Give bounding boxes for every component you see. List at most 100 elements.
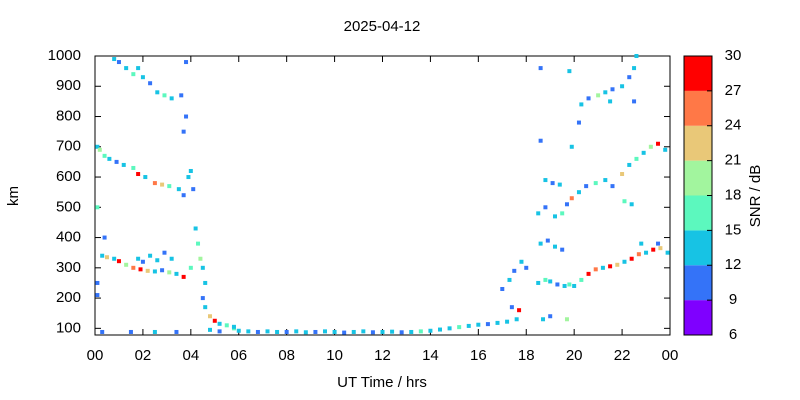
echo-point xyxy=(95,205,100,210)
echo-point xyxy=(152,269,157,274)
y-tick-label: 200 xyxy=(56,289,81,306)
echo-point xyxy=(124,262,129,267)
echo-point xyxy=(124,66,129,71)
x-tick-label: 08 xyxy=(278,347,295,364)
colorbar-tick-label: 21 xyxy=(725,152,742,169)
echo-point xyxy=(112,57,117,62)
colorbar-tick-label: 18 xyxy=(725,186,742,203)
x-tick-label: 00 xyxy=(87,347,104,364)
echo-point xyxy=(550,181,555,186)
x-tick-label: 02 xyxy=(135,347,152,364)
y-tick-label: 1000 xyxy=(48,47,81,64)
echo-point xyxy=(265,329,270,334)
echo-point xyxy=(114,159,119,164)
echo-point xyxy=(323,329,327,334)
colorbar-tick-label: 27 xyxy=(725,82,742,99)
echo-point xyxy=(136,256,141,261)
echo-point xyxy=(517,308,522,313)
y-tick-label: 700 xyxy=(56,138,81,155)
echo-point xyxy=(648,144,653,149)
echo-point xyxy=(665,250,670,255)
echo-point xyxy=(131,265,136,270)
echo-point xyxy=(160,182,165,187)
y-tick-label: 100 xyxy=(56,319,81,336)
echo-point xyxy=(656,141,661,146)
colorbar-segment xyxy=(684,125,712,161)
echo-point xyxy=(514,317,519,322)
echo-point xyxy=(148,81,153,86)
echo-point xyxy=(203,280,208,285)
echo-point xyxy=(507,277,512,282)
echo-point xyxy=(155,90,160,95)
echo-point xyxy=(548,279,553,284)
x-tick-label: 10 xyxy=(326,347,343,364)
echo-point xyxy=(438,327,442,332)
echo-point xyxy=(217,329,222,334)
echo-point xyxy=(332,329,337,334)
echo-point xyxy=(457,325,462,330)
echo-point xyxy=(152,329,157,334)
colorbar-segment xyxy=(684,90,712,126)
echo-point xyxy=(246,329,251,334)
echo-point xyxy=(610,87,615,92)
echo-point xyxy=(428,328,433,333)
echo-point xyxy=(538,66,543,71)
echo-point xyxy=(567,69,572,74)
echo-point xyxy=(140,259,145,264)
chart-title: 2025-04-12 xyxy=(344,18,421,35)
echo-point xyxy=(543,277,548,282)
colorbar-tick-label: 6 xyxy=(729,326,737,343)
echo-point xyxy=(116,259,121,264)
echo-point xyxy=(145,268,150,273)
colorbar-label: SNR / dB xyxy=(747,165,764,228)
echo-point xyxy=(641,150,646,155)
echo-point xyxy=(181,193,186,198)
echo-point xyxy=(169,96,174,101)
echo-point xyxy=(615,262,620,267)
echo-point xyxy=(579,102,584,107)
x-axis-label: UT Time / hrs xyxy=(337,374,427,391)
echo-point xyxy=(555,282,560,287)
echo-point xyxy=(152,181,157,186)
colorbar-tick-label: 12 xyxy=(725,256,742,273)
echo-point xyxy=(632,66,637,71)
echo-point xyxy=(181,274,186,279)
echo-point xyxy=(610,184,615,189)
echo-point xyxy=(390,329,395,334)
echo-point xyxy=(505,319,510,324)
echo-point xyxy=(97,147,102,152)
y-tick-label: 300 xyxy=(56,259,81,276)
echo-point xyxy=(176,187,181,192)
echo-point xyxy=(104,255,109,260)
echo-point xyxy=(509,305,514,310)
echo-point xyxy=(543,205,548,210)
echo-point xyxy=(634,54,639,58)
echo-point xyxy=(622,199,627,204)
echo-point xyxy=(148,253,153,258)
echo-point xyxy=(208,314,212,319)
colorbar-segment xyxy=(684,230,712,266)
echo-point xyxy=(313,329,318,334)
echo-point xyxy=(603,178,608,183)
echo-point xyxy=(160,268,165,273)
echo-point xyxy=(632,99,637,104)
echo-point xyxy=(596,93,601,98)
echo-point xyxy=(181,129,186,134)
echo-point xyxy=(636,252,641,257)
echo-point xyxy=(541,317,546,322)
echo-point xyxy=(174,271,179,276)
echo-point xyxy=(303,330,308,335)
echo-point xyxy=(466,323,471,328)
echo-point xyxy=(342,330,347,335)
echo-point xyxy=(500,287,505,292)
x-tick-label: 22 xyxy=(614,347,631,364)
echo-point xyxy=(608,264,613,269)
echo-point xyxy=(524,265,529,270)
colorbar-segment xyxy=(684,195,712,231)
echo-point xyxy=(200,296,205,301)
echo-point xyxy=(284,329,289,334)
echo-point xyxy=(418,329,423,334)
echo-point xyxy=(236,328,241,333)
echo-point xyxy=(95,293,100,298)
